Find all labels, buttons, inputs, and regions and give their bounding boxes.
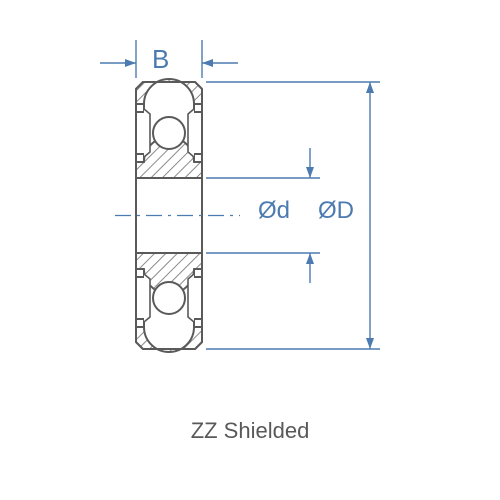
dimension-label-D: ØD	[318, 197, 354, 225]
diagram-caption: ZZ Shielded	[0, 418, 500, 444]
diagram-stage: B Ød ØD ZZ Shielded	[0, 0, 500, 500]
ball-lower	[153, 282, 185, 314]
dimension-label-B: B	[152, 44, 169, 75]
ball-upper	[153, 117, 185, 149]
dimension-label-d: Ød	[258, 197, 290, 225]
